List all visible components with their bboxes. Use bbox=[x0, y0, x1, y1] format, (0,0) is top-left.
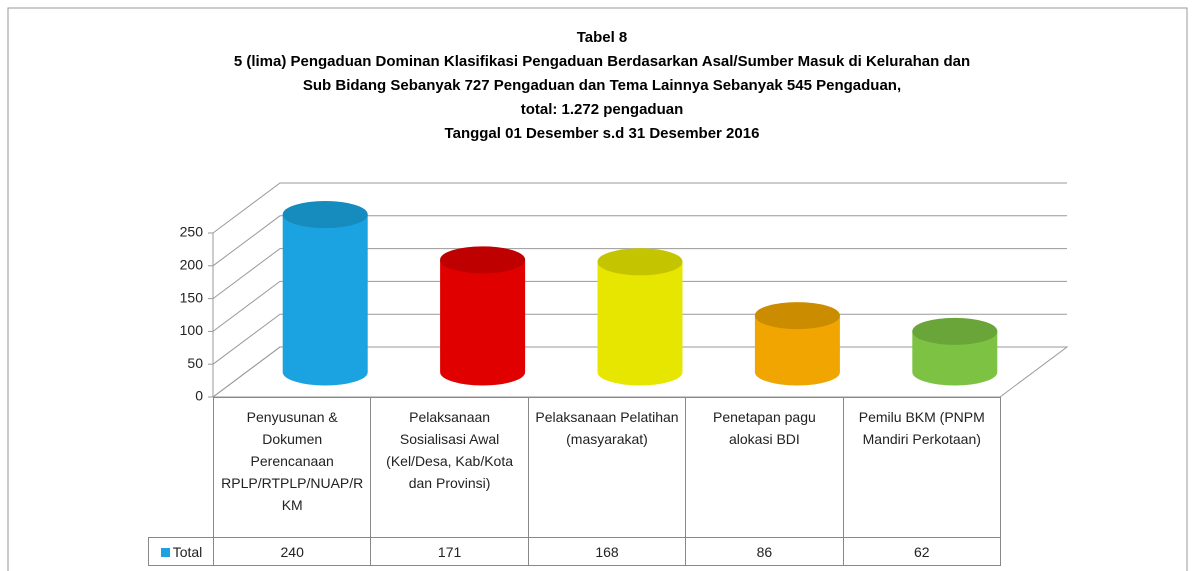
y-tick-label: 250 bbox=[180, 224, 204, 240]
bar bbox=[282, 201, 368, 386]
x-tick-label: Pemilu BKM (PNPM Mandiri Perkotaan) bbox=[842, 397, 1001, 538]
x-tick-label: Pelaksanaan Sosialisasi Awal (Kel/Desa, … bbox=[370, 397, 529, 538]
chart-title: total: 1.272 pengaduan bbox=[521, 101, 684, 118]
bar-top bbox=[912, 317, 998, 345]
x-tick-label: Penetapan pagu alokasi BDI bbox=[685, 397, 844, 538]
bar-top bbox=[440, 246, 526, 274]
bar bbox=[440, 246, 526, 386]
chart-title: Sub Bidang Sebanyak 727 Pengaduan dan Te… bbox=[303, 77, 901, 94]
x-tick-label: Pelaksanaan Pelatihan (masyarakat) bbox=[527, 397, 687, 538]
bar-body bbox=[597, 261, 683, 386]
grid-line bbox=[212, 182, 1067, 234]
y-tick-label: 150 bbox=[180, 289, 204, 305]
data-table-value: 62 bbox=[842, 537, 1001, 566]
data-table-value: 240 bbox=[213, 537, 372, 566]
bar-body bbox=[754, 315, 840, 386]
grid-line bbox=[212, 248, 1067, 300]
x-tick-label: Penyusunan & Dokumen Perencanaan RPLP/RT… bbox=[213, 397, 372, 538]
legend-swatch bbox=[160, 548, 170, 557]
bar-top bbox=[754, 302, 840, 330]
data-table-value: 171 bbox=[370, 537, 529, 566]
data-table-value: 86 bbox=[685, 537, 844, 566]
grid-line bbox=[212, 280, 1067, 332]
bar-top bbox=[597, 248, 683, 276]
legend-label: Total bbox=[172, 544, 203, 560]
bar bbox=[754, 302, 840, 386]
grid-line bbox=[212, 215, 1067, 267]
bar bbox=[912, 317, 998, 386]
chart-title: 5 (lima) Pengaduan Dominan Klasifikasi P… bbox=[234, 53, 970, 70]
bar-top bbox=[282, 201, 368, 229]
chart-title: Tanggal 01 Desember s.d 31 Desember 2016 bbox=[445, 125, 760, 142]
bar-body bbox=[912, 330, 998, 386]
y-tick-label: 0 bbox=[195, 388, 203, 404]
bar-body bbox=[282, 214, 368, 386]
data-table-value: 168 bbox=[527, 537, 687, 566]
chart-border bbox=[7, 7, 1188, 571]
bar bbox=[597, 248, 683, 386]
y-tick-label: 100 bbox=[180, 322, 204, 338]
y-tick-label: 50 bbox=[187, 355, 203, 371]
y-tick-label: 200 bbox=[180, 257, 204, 273]
bar-body bbox=[440, 259, 526, 386]
legend-cell: Total bbox=[148, 537, 214, 566]
chart-title: Tabel 8 bbox=[577, 29, 628, 46]
